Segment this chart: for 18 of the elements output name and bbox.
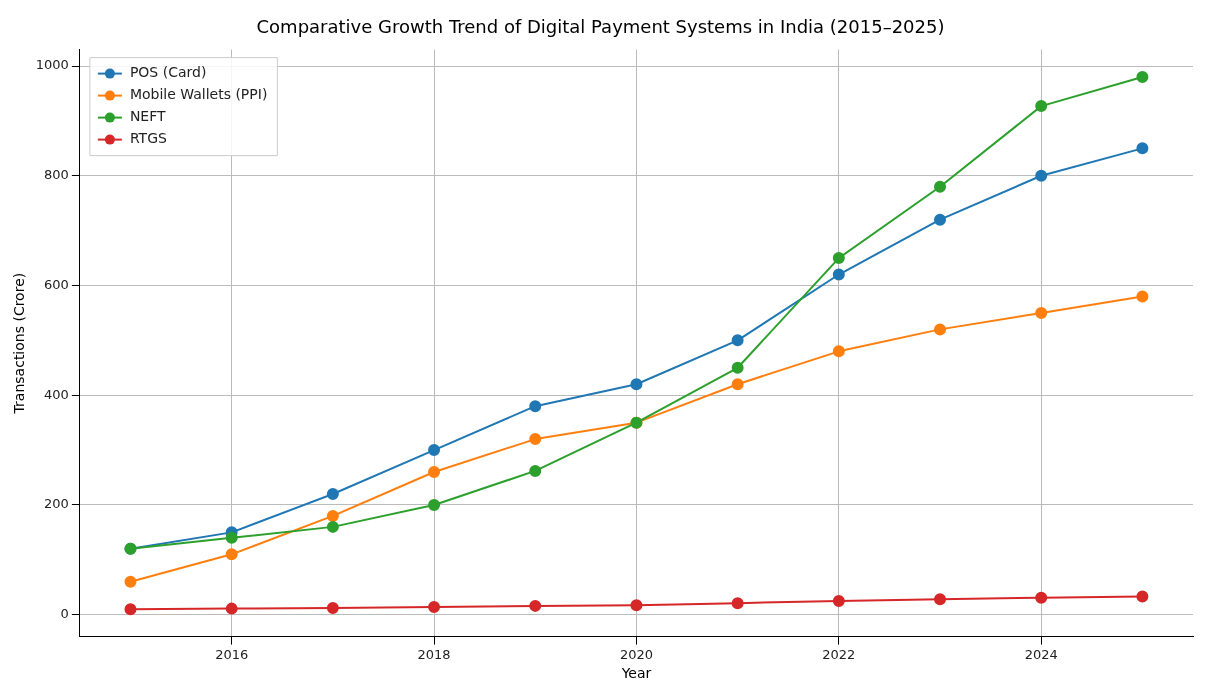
chart-title: Comparative Growth Trend of Digital Payment Systems in India (2015–2025)	[256, 16, 945, 38]
x-tick-label: 2022	[822, 646, 856, 662]
y-tick-label: 200	[44, 496, 69, 512]
y-tick-label: 400	[44, 386, 69, 402]
legend-label: POS (Card)	[129, 64, 207, 81]
y-tick-label: 600	[44, 276, 69, 292]
legend-label: NEFT	[129, 108, 167, 125]
y-tick-label: 800	[44, 167, 69, 183]
x-tick-label: 2020	[619, 646, 653, 662]
x-axis-title: Year	[620, 665, 652, 682]
y-axis-title: Transactions (Crore)	[11, 272, 28, 415]
legend-label: Mobile Wallets (PPI)	[129, 86, 268, 103]
x-tick-label: 2018	[417, 646, 451, 662]
x-tick-label: 2016	[215, 646, 249, 662]
legend-label: RTGS	[129, 130, 167, 147]
y-tick-label: 0	[60, 606, 69, 622]
x-tick-label: 2024	[1024, 646, 1058, 662]
y-tick-label: 1000	[35, 57, 69, 73]
